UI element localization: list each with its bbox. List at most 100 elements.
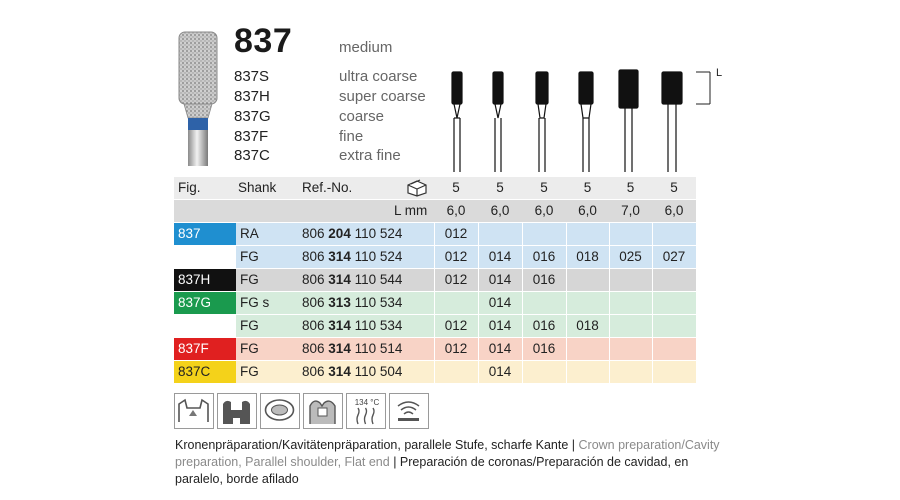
column-divider [652,246,653,268]
ref-number: 806 314 110 504 [302,361,402,383]
column-divider [566,315,567,337]
variant-code: 837G [234,108,271,125]
ref-shank-code: 314 [328,249,351,264]
ref-shank-code: 314 [328,364,351,379]
table-row: 837H FG 806 314 110 544 012 014 016 [174,269,696,291]
thermo-disinfector-icon [389,393,429,429]
column-divider [522,292,523,314]
ref-suffix: 110 504 [354,364,403,379]
size-cell [609,223,652,245]
pack-count: 5 [583,180,592,195]
shank-cell: FG [240,341,259,356]
size-cell [434,361,478,383]
column-divider [478,269,479,291]
fig-cell [174,246,236,268]
size-cell: 025 [619,249,642,264]
column-divider [609,246,610,268]
size-cell: 018 [576,249,599,264]
ref-number: 806 314 110 514 [302,338,402,360]
column-divider [566,361,567,383]
ref-number: 806 314 110 534 [302,315,402,337]
ref-number: 806 314 110 524 [302,246,402,268]
ref-shank-code: 313 [328,295,351,310]
column-divider [478,292,479,314]
size-cell [609,269,652,291]
size-cell [652,269,696,291]
table-row: 837 RA 806 204 110 524 012 [174,223,696,245]
veneer-prep-icon [260,393,300,429]
shank-cell: FG [240,249,259,264]
pack-count: 5 [626,180,635,195]
size-cell [522,361,566,383]
column-divider [478,361,479,383]
size-cell: 014 [488,272,512,287]
column-divider [434,315,435,337]
ref-shank-code: 314 [328,341,351,356]
column-divider [522,223,523,245]
description: Kronenpräparation/Kavitätenpräparation, … [175,437,735,488]
length-value: 6,0 [578,203,597,218]
length-value: 6,0 [664,203,684,218]
description-separator: | [389,455,400,469]
size-cell: 012 [444,272,468,287]
column-divider [609,315,610,337]
table-header-row: Fig. Shank Ref.-No. 5 5 5 5 5 5 [174,177,696,199]
size-cell: 014 [488,249,512,264]
pack-count: 5 [496,180,504,195]
size-cell [652,315,696,337]
cavity-prep-icon [217,393,257,429]
size-cell: 012 [444,341,468,356]
ref-prefix: 806 [302,272,325,287]
variant-code: 837S [234,68,270,85]
column-divider [566,292,567,314]
fig-cell [174,315,236,337]
column-divider [566,338,567,360]
sterilizable-icon: 134 °C [346,393,386,429]
table-row: 837F FG 806 314 110 514 012 014 016 [174,338,696,360]
size-cell [652,223,696,245]
column-divider [434,361,435,383]
length-value: 7,0 [621,203,640,218]
ref-number: 806 314 110 544 [302,269,402,291]
column-divider [609,292,610,314]
size-cell [478,223,522,245]
crown-prep-icon [174,393,214,429]
ref-shank-code: 204 [328,226,351,241]
shank-cell: FG [240,318,259,333]
ref-prefix: 806 [302,364,325,379]
column-divider [566,223,567,245]
header-l-mm: L mm [394,203,428,218]
product-grit: medium [339,39,393,56]
column-divider [522,315,523,337]
fig-cell: 837C [174,361,236,383]
size-cell: 014 [488,295,512,310]
column-divider [566,269,567,291]
size-cell [434,292,478,314]
column-divider [434,269,435,291]
header-fig: Fig. [178,180,201,195]
shank-cell: RA [240,226,259,241]
description-de: Kronenpräparation/Kavitätenpräparation, … [175,438,569,452]
size-cell [522,292,566,314]
column-divider [522,361,523,383]
ref-suffix: 110 534 [354,318,403,333]
column-divider [609,269,610,291]
column-divider [434,223,435,245]
column-divider [609,361,610,383]
bur-silhouette [451,69,683,172]
size-cell: 016 [532,249,556,264]
ref-shank-code: 314 [328,318,351,333]
length-value: 6,0 [490,203,510,218]
table-row: 837C FG 806 314 110 504 014 [174,361,696,383]
column-divider [478,223,479,245]
column-divider [434,338,435,360]
variant-grit: super coarse [339,88,426,105]
ref-prefix: 806 [302,249,325,264]
header-ref: Ref.-No. [302,180,353,195]
header-shank: Shank [238,180,277,195]
ref-suffix: 110 534 [354,295,403,310]
pack-count: 5 [540,180,548,195]
ref-prefix: 806 [302,341,325,356]
column-divider [566,246,567,268]
variant-grit: fine [339,128,364,145]
